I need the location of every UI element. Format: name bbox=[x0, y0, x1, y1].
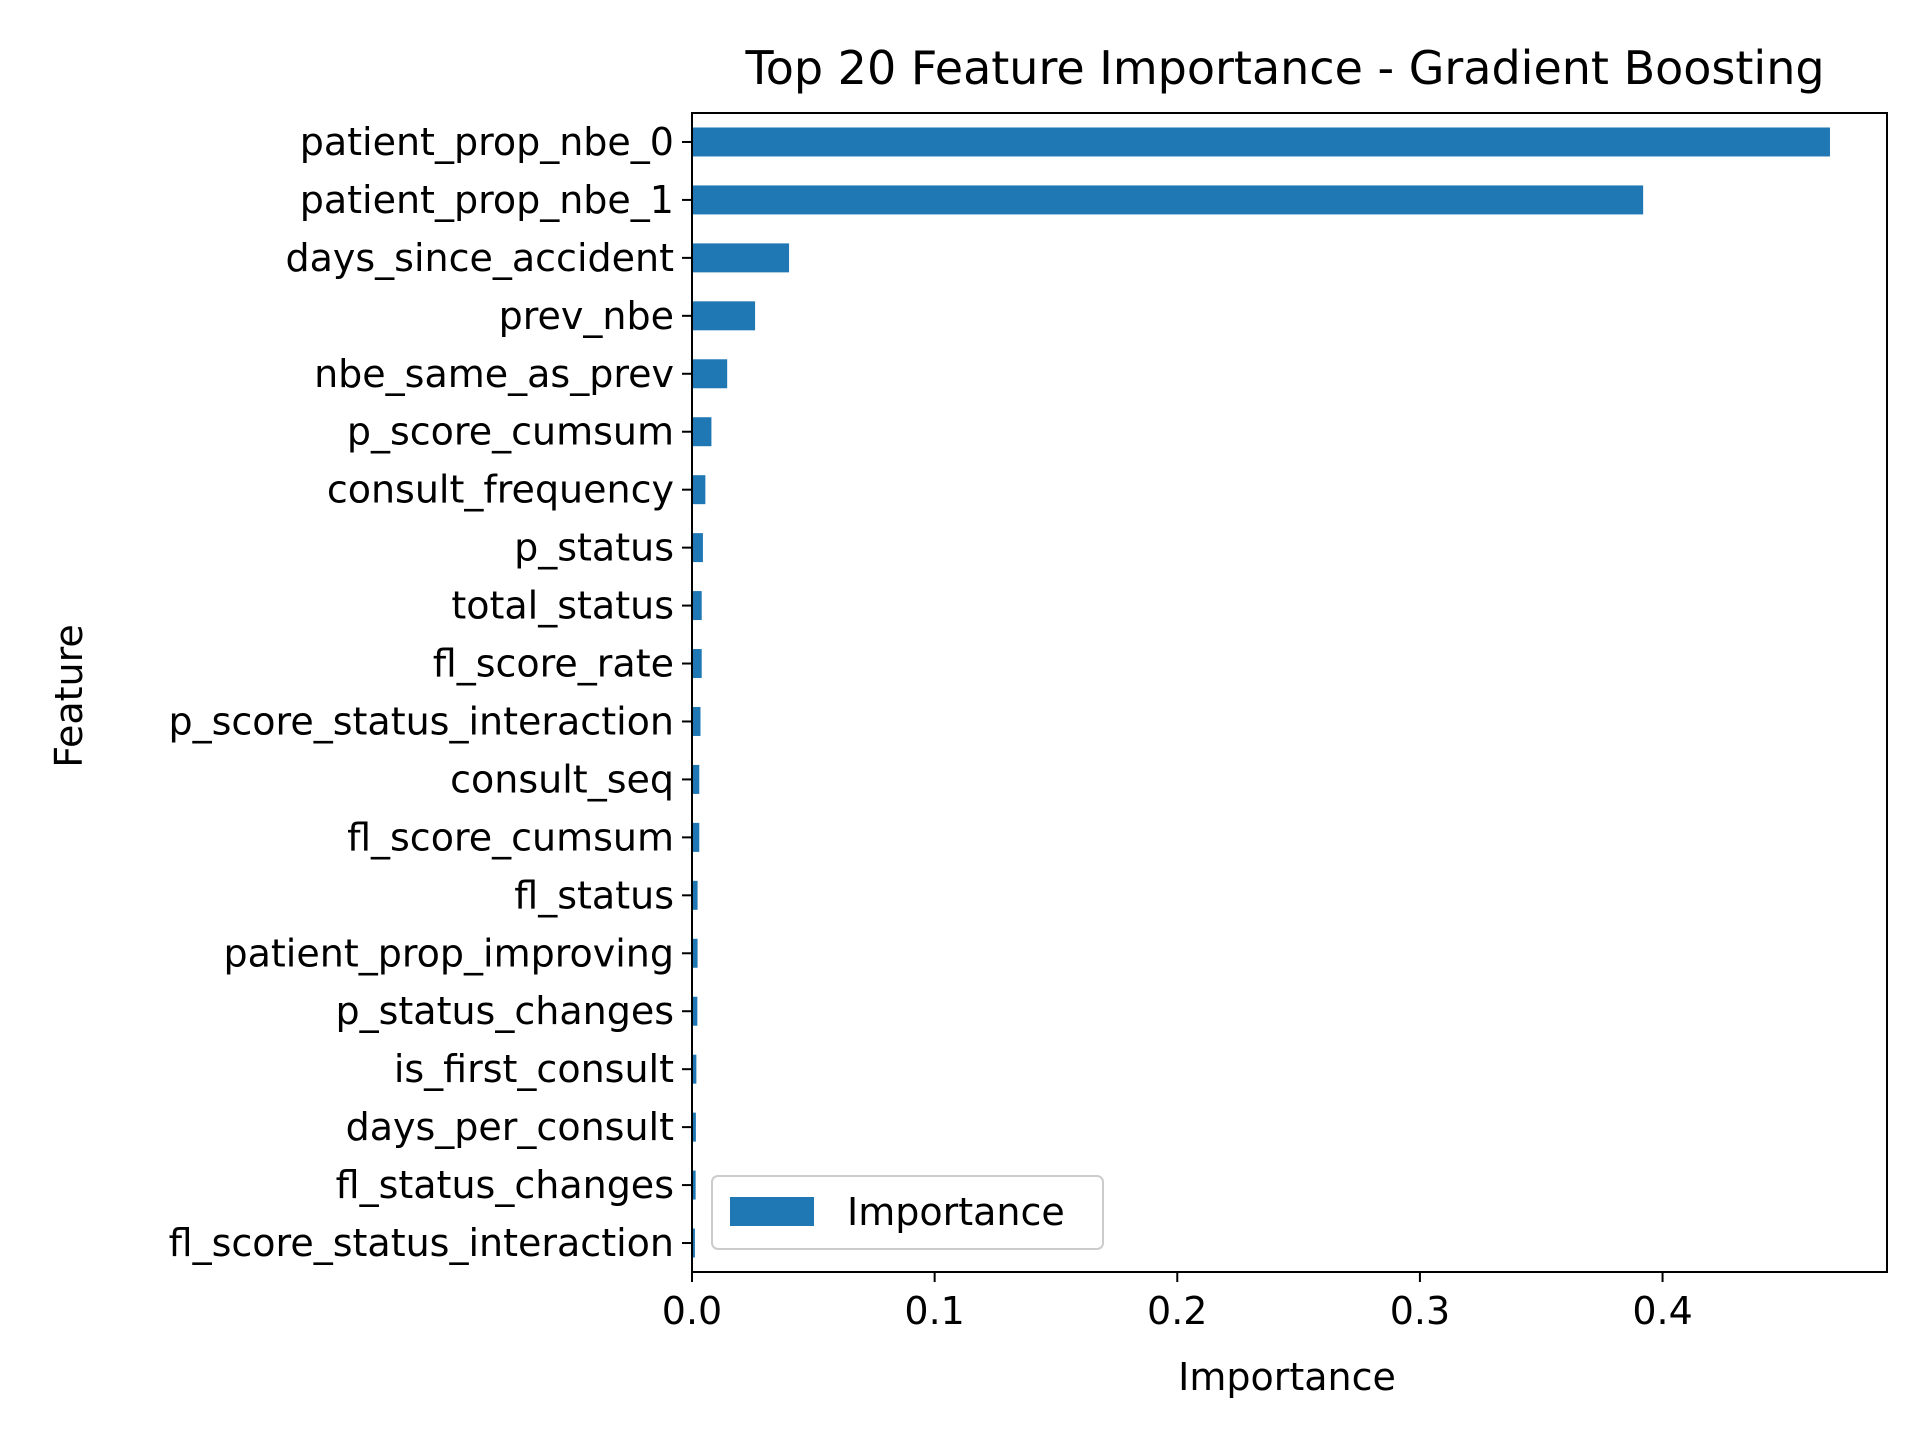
y-axis-label: Feature bbox=[47, 624, 91, 768]
bar bbox=[692, 591, 702, 621]
y-axis-ticks: patient_prop_nbe_0 patient_prop_nbe_1days… bbox=[168, 120, 692, 1265]
y-tick-label: consult_frequency bbox=[327, 468, 674, 512]
y-tick-label: fl_status bbox=[514, 873, 674, 917]
x-tick-label: 0.1 bbox=[904, 1289, 964, 1333]
y-tick-label: p_score_status_interaction bbox=[168, 699, 674, 743]
y-tick-label: p_status bbox=[514, 526, 674, 570]
y-tick-label: consult_seq bbox=[450, 757, 674, 801]
plot-frame bbox=[691, 112, 1888, 1273]
y-tick-label: total_status bbox=[451, 584, 674, 628]
x-tick-label: 0.0 bbox=[662, 1289, 722, 1333]
bar bbox=[692, 243, 790, 273]
x-tick-label: 0.2 bbox=[1147, 1289, 1207, 1333]
bar bbox=[692, 359, 728, 389]
x-axis-label: Importance bbox=[1178, 1355, 1396, 1399]
bar bbox=[692, 417, 712, 447]
bar bbox=[692, 185, 1644, 215]
bar bbox=[692, 1228, 695, 1258]
y-tick-label: days_per_consult bbox=[346, 1105, 674, 1149]
x-tick-label: 0.4 bbox=[1632, 1289, 1692, 1333]
x-tick-label: 0.3 bbox=[1390, 1289, 1450, 1333]
y-tick-label: nbe_same_as_prev bbox=[314, 352, 674, 396]
legend: Importance bbox=[711, 1175, 1104, 1250]
bar bbox=[692, 1112, 696, 1142]
chart-title: Top 20 Feature Importance - Gradient Boo… bbox=[744, 41, 1824, 95]
y-tick-label: fl_score_cumsum bbox=[347, 815, 674, 859]
bar bbox=[692, 706, 701, 736]
legend-label: Importance bbox=[847, 1190, 1065, 1234]
bar bbox=[692, 938, 698, 968]
bar bbox=[692, 1054, 697, 1084]
bar bbox=[692, 764, 700, 794]
y-tick-label: patient_prop_improving bbox=[224, 931, 675, 975]
legend-swatch bbox=[730, 1197, 814, 1226]
y-tick-label: p_score_cumsum bbox=[347, 410, 674, 454]
y-tick-label: p_status_changes bbox=[335, 989, 674, 1033]
x-axis-ticks: 0.0 0.1 0.2 0.3 0.4 bbox=[662, 1272, 1693, 1333]
y-tick-label: fl_score_rate bbox=[433, 642, 674, 686]
bar bbox=[692, 301, 756, 331]
bars-group bbox=[692, 127, 1830, 1258]
y-tick-label: patient_prop_nbe_1 bbox=[300, 178, 674, 222]
bar bbox=[692, 533, 703, 563]
bar bbox=[692, 649, 702, 679]
legend-box bbox=[711, 1175, 1104, 1250]
bar bbox=[692, 475, 706, 505]
y-tick-label: days_since_accident bbox=[285, 236, 674, 280]
bar bbox=[692, 127, 1830, 157]
y-tick-label: prev_nbe bbox=[499, 294, 674, 338]
y-tick-label: patient_prop_nbe_0 bbox=[300, 120, 674, 164]
bar bbox=[692, 996, 698, 1026]
y-tick-label: is_first_consult bbox=[394, 1047, 674, 1091]
y-tick-label: fl_score_status_interaction bbox=[169, 1221, 674, 1265]
bar bbox=[692, 1170, 696, 1200]
y-tick-label: fl_status_changes bbox=[336, 1163, 674, 1207]
bar bbox=[692, 822, 700, 852]
bar bbox=[692, 880, 698, 910]
